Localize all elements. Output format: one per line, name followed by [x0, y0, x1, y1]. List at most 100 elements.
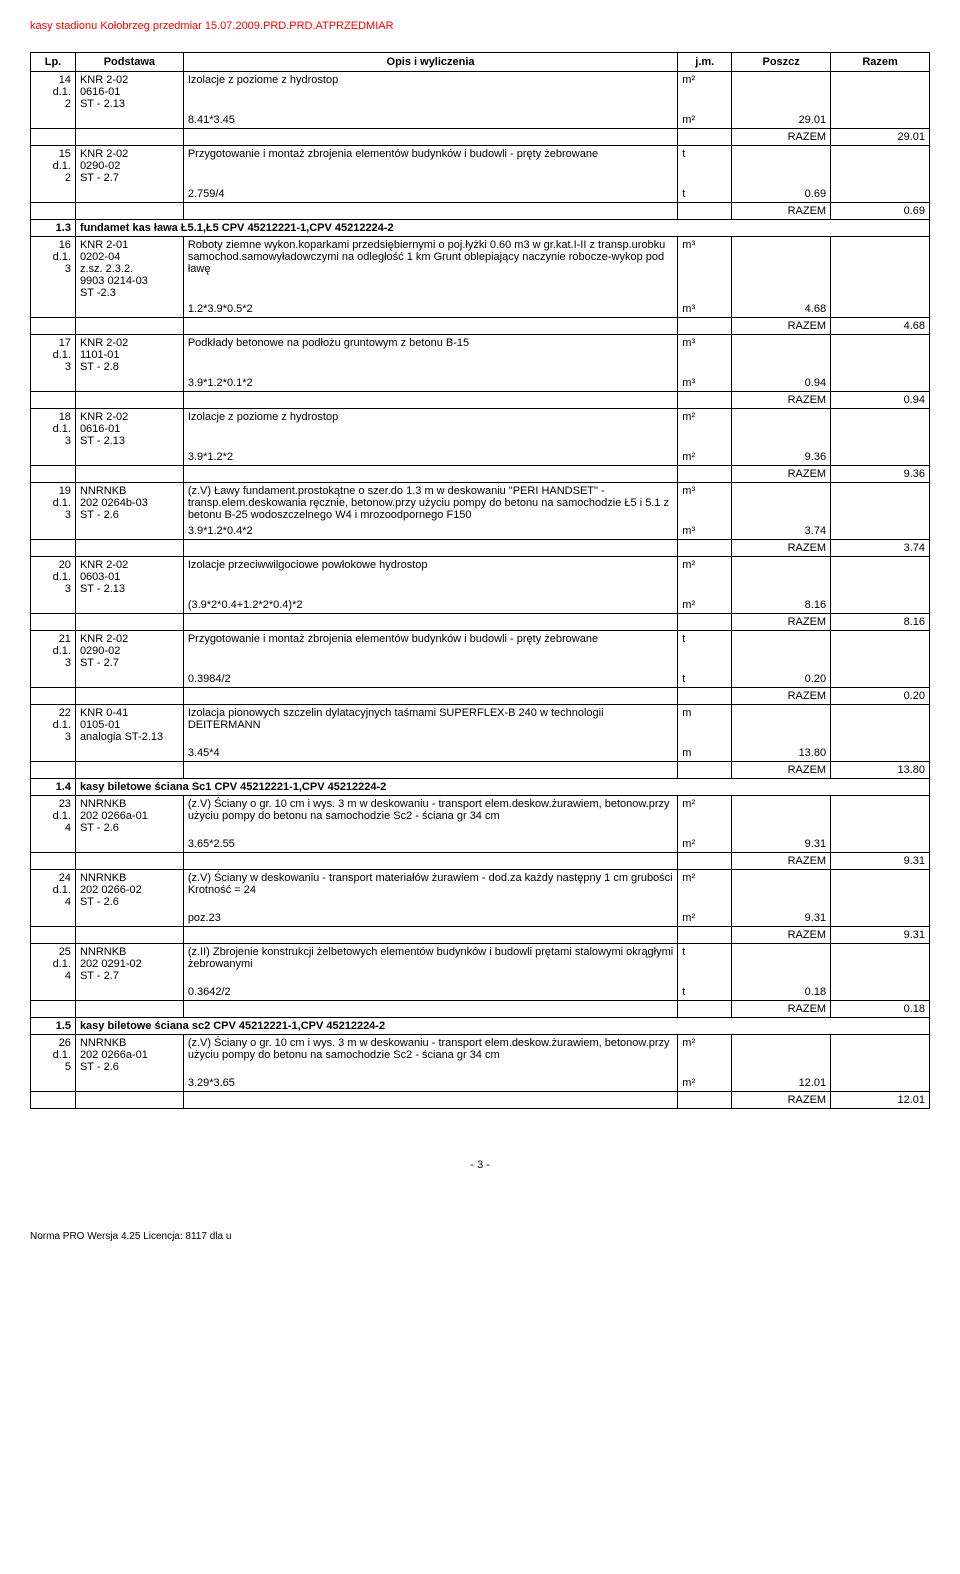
item-podstawa: NNRNKB202 0266-02ST - 2.6 — [75, 870, 183, 911]
item-opis: Izolacja pionowych szczelin dylatacyjnyc… — [183, 705, 677, 746]
calc-lp — [31, 301, 76, 318]
razem-c4 — [678, 1001, 732, 1018]
razem-label: RAZEM — [732, 927, 831, 944]
table-row: 14d.1.2KNR 2-020616-01ST - 2.13Izolacje … — [31, 72, 930, 113]
col-podstawa: Podstawa — [75, 53, 183, 72]
calc-pod — [75, 910, 183, 927]
item-poszcz — [732, 237, 831, 302]
razem-label: RAZEM — [732, 688, 831, 705]
item-lp: 21d.1.3 — [31, 631, 76, 672]
item-opis: (z.V) Ściany o gr. 10 cm i wys. 3 m w de… — [183, 796, 677, 837]
table-row: 16d.1.3KNR 2-010202-04z.sz. 2.3.2.9903 0… — [31, 237, 930, 302]
section-opis: fundamet kas ława Ł5.1,Ł5 CPV 45212221-1… — [75, 220, 929, 237]
calc-poszcz: 0.20 — [732, 671, 831, 688]
item-podstawa: NNRNKB202 0266a-01ST - 2.6 — [75, 1035, 183, 1076]
razem-c1 — [31, 129, 76, 146]
calc-opis: (3.9*2*0.4+1.2*2*0.4)*2 — [183, 597, 677, 614]
item-lp: 15d.1.2 — [31, 146, 76, 187]
razem-c4 — [678, 466, 732, 483]
calc-jm: m² — [678, 112, 732, 129]
table-row: 0.3642/2t0.18 — [31, 984, 930, 1001]
calc-razem — [831, 375, 930, 392]
calc-opis: 3.9*1.2*2 — [183, 449, 677, 466]
calc-razem — [831, 449, 930, 466]
calc-poszcz: 9.31 — [732, 836, 831, 853]
item-opis: Przygotowanie i montaż zbrojenia element… — [183, 631, 677, 672]
razem-label: RAZEM — [732, 318, 831, 335]
calc-jm: m² — [678, 597, 732, 614]
calc-lp — [31, 671, 76, 688]
calc-pod — [75, 449, 183, 466]
item-poszcz — [732, 557, 831, 598]
calc-opis: 3.29*3.65 — [183, 1075, 677, 1092]
calc-lp — [31, 597, 76, 614]
table-row: 26d.1.5NNRNKB202 0266a-01ST - 2.6(z.V) Ś… — [31, 1035, 930, 1076]
calc-lp — [31, 836, 76, 853]
razem-label: RAZEM — [732, 853, 831, 870]
calc-pod — [75, 1075, 183, 1092]
item-razem — [831, 631, 930, 672]
table-row: 1.4kasy biletowe ściana Sc1 CPV 45212221… — [31, 779, 930, 796]
calc-lp — [31, 112, 76, 129]
calc-lp — [31, 984, 76, 1001]
razem-c4 — [678, 762, 732, 779]
table-row: 18d.1.3KNR 2-020616-01ST - 2.13Izolacje … — [31, 409, 930, 450]
razem-c3 — [183, 1092, 677, 1109]
razem-value: 3.74 — [831, 540, 930, 557]
calc-opis: 3.9*1.2*0.1*2 — [183, 375, 677, 392]
item-razem — [831, 705, 930, 746]
razem-c3 — [183, 129, 677, 146]
item-jm: m² — [678, 409, 732, 450]
item-jm: m² — [678, 870, 732, 911]
calc-razem — [831, 836, 930, 853]
calc-razem — [831, 523, 930, 540]
calc-razem — [831, 745, 930, 762]
item-lp: 14d.1.2 — [31, 72, 76, 113]
razem-label: RAZEM — [732, 1001, 831, 1018]
razem-c2 — [75, 129, 183, 146]
calc-razem — [831, 301, 930, 318]
razem-c1 — [31, 1001, 76, 1018]
page-number: - 3 - — [30, 1159, 930, 1171]
section-lp: 1.5 — [31, 1018, 76, 1035]
razem-value: 9.31 — [831, 927, 930, 944]
razem-c3 — [183, 540, 677, 557]
item-jm: t — [678, 146, 732, 187]
item-jm: m² — [678, 1035, 732, 1076]
calc-jm: t — [678, 671, 732, 688]
item-opis: Izolacje z poziome z hydrostop — [183, 409, 677, 450]
item-lp: 19d.1.3 — [31, 483, 76, 524]
calc-razem — [831, 112, 930, 129]
calc-pod — [75, 301, 183, 318]
item-poszcz — [732, 796, 831, 837]
calc-razem — [831, 597, 930, 614]
razem-c1 — [31, 927, 76, 944]
razem-c2 — [75, 614, 183, 631]
calc-lp — [31, 910, 76, 927]
item-razem — [831, 870, 930, 911]
table-row: RAZEM0.20 — [31, 688, 930, 705]
table-row: 3.9*1.2*0.1*2m³0.94 — [31, 375, 930, 392]
item-opis: (z.II) Zbrojenie konstrukcji żelbetowych… — [183, 944, 677, 985]
item-poszcz — [732, 870, 831, 911]
table-row: 3.9*1.2*2m²9.36 — [31, 449, 930, 466]
table-row: 22d.1.3KNR 0-410105-01analogia ST-2.13Iz… — [31, 705, 930, 746]
calc-razem — [831, 984, 930, 1001]
calc-razem — [831, 910, 930, 927]
razem-c4 — [678, 203, 732, 220]
item-razem — [831, 237, 930, 302]
calc-jm: m — [678, 745, 732, 762]
calc-opis: poz.23 — [183, 910, 677, 927]
item-opis: (z.V) Ławy fundament.prostokątne o szer.… — [183, 483, 677, 524]
razem-value: 0.20 — [831, 688, 930, 705]
razem-label: RAZEM — [732, 466, 831, 483]
razem-c1 — [31, 392, 76, 409]
razem-value: 13.80 — [831, 762, 930, 779]
item-lp: 26d.1.5 — [31, 1035, 76, 1076]
calc-razem — [831, 671, 930, 688]
calc-opis: 3.45*4 — [183, 745, 677, 762]
calc-poszcz: 9.31 — [732, 910, 831, 927]
razem-c1 — [31, 466, 76, 483]
item-jm: m³ — [678, 335, 732, 376]
razem-c3 — [183, 688, 677, 705]
